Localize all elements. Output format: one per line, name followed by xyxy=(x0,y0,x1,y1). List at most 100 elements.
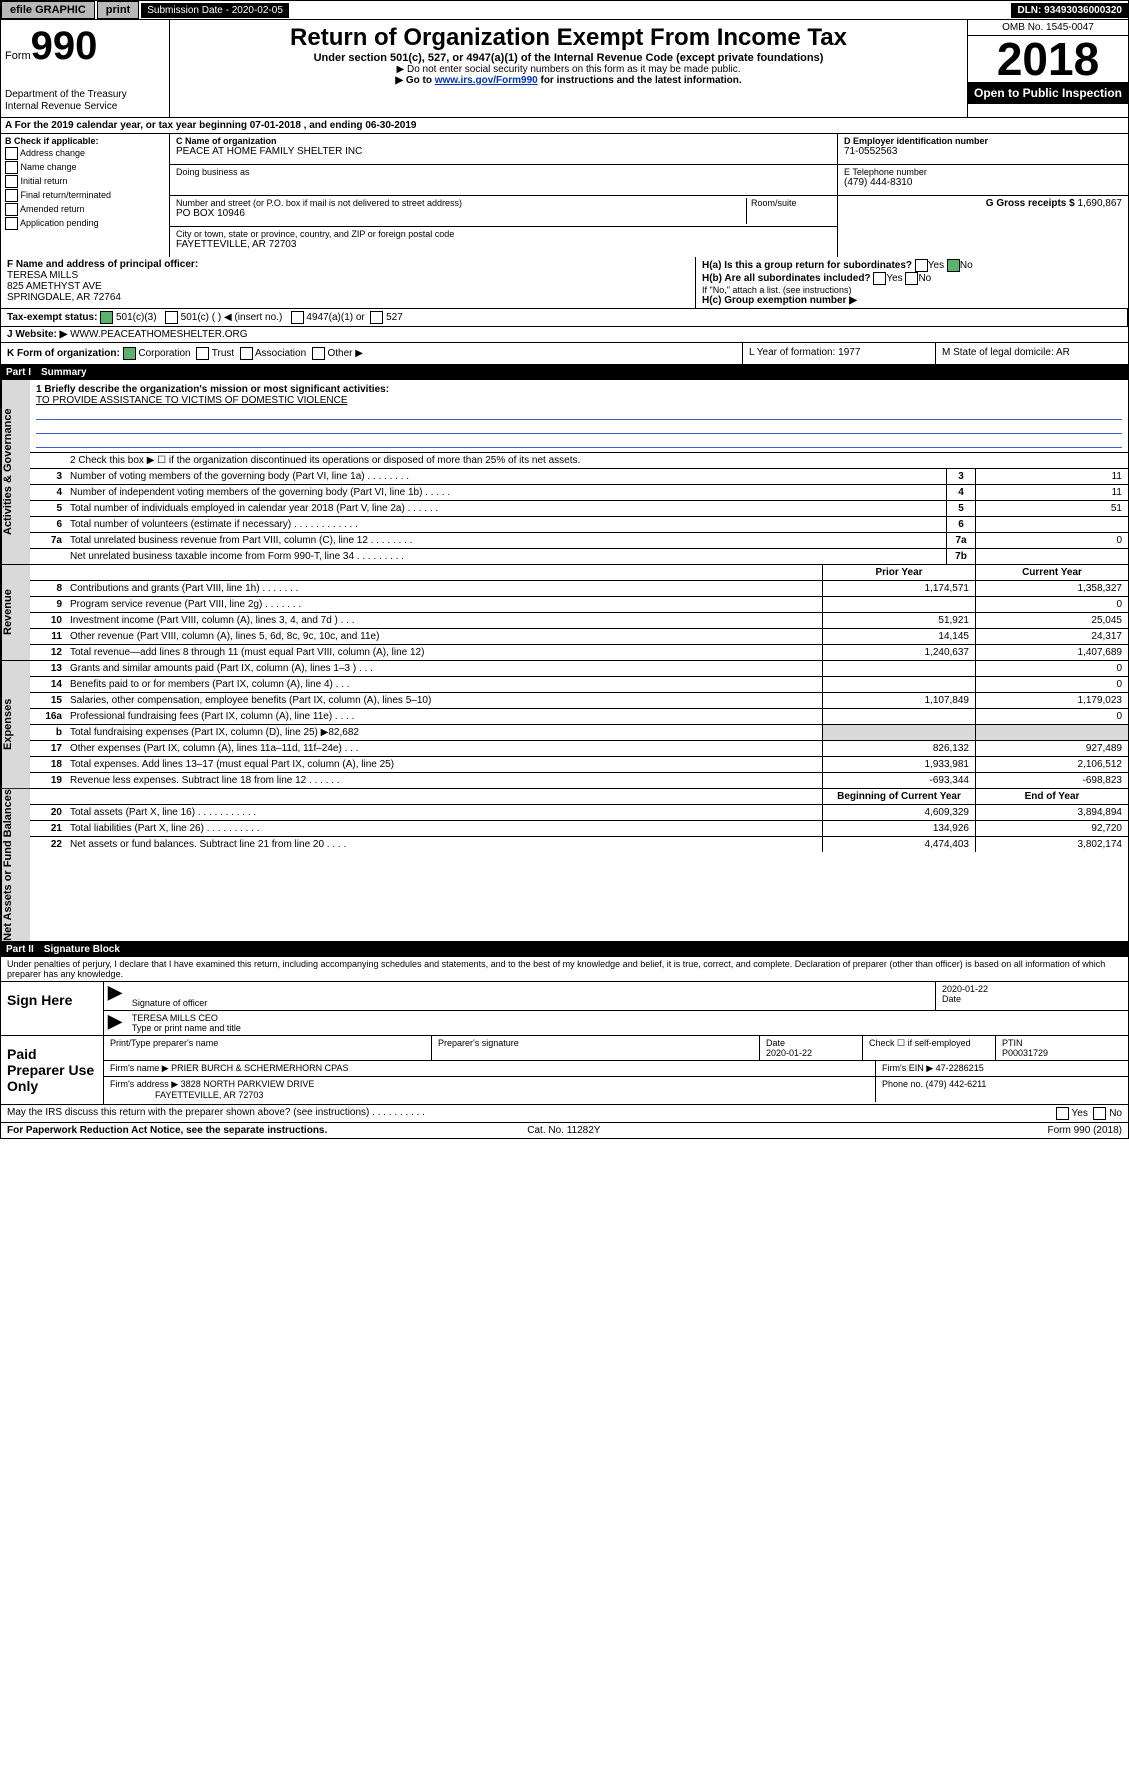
officer-addr2: SPRINGDALE, AR 72764 xyxy=(7,292,689,303)
firm-name: PRIER BURCH & SCHERMERHORN CPAS xyxy=(171,1063,348,1073)
prep-phone-label: Phone no. xyxy=(882,1079,923,1089)
cb-trust[interactable] xyxy=(196,347,209,360)
side-net: Net Assets or Fund Balances xyxy=(1,789,30,941)
block-bcde: B Check if applicable: Address change Na… xyxy=(0,134,1129,257)
ha-label: H(a) Is this a group return for subordin… xyxy=(702,260,912,271)
irs-link[interactable]: www.irs.gov/Form990 xyxy=(435,75,538,86)
goto-pre: ▶ Go to xyxy=(395,75,434,86)
tax-year: 2018 xyxy=(968,36,1128,82)
cb-initial-return[interactable]: Initial return xyxy=(5,175,165,188)
officer-addr1: 825 AMETHYST AVE xyxy=(7,281,689,292)
summary-line: 16aProfessional fundraising fees (Part I… xyxy=(30,709,1128,725)
may-irs-yes[interactable] xyxy=(1056,1107,1069,1120)
prep-date: 2020-01-22 xyxy=(766,1048,856,1058)
dln: DLN: 93493036000320 xyxy=(1011,3,1128,18)
hb-note: If "No," attach a list. (see instruction… xyxy=(702,285,1122,295)
summary-line: 14Benefits paid to or for members (Part … xyxy=(30,677,1128,693)
check-self-employed[interactable]: Check ☐ if self-employed xyxy=(863,1036,996,1060)
paid-preparer-label: Paid Preparer Use Only xyxy=(1,1036,104,1104)
cb-other[interactable] xyxy=(312,347,325,360)
summary-line: 17Other expenses (Part IX, column (A), l… xyxy=(30,741,1128,757)
firm-addr1: 3828 NORTH PARKVIEW DRIVE xyxy=(181,1079,315,1089)
summary-line: 19Revenue less expenses. Subtract line 1… xyxy=(30,773,1128,788)
summary-line: 5Total number of individuals employed in… xyxy=(30,501,1128,517)
caret-icon: ▶ xyxy=(104,982,126,1010)
officer-label: F Name and address of principal officer: xyxy=(7,259,689,270)
cb-name-change[interactable]: Name change xyxy=(5,161,165,174)
summary-line: 9Program service revenue (Part VIII, lin… xyxy=(30,597,1128,613)
k-label: K Form of organization: xyxy=(7,348,120,359)
ha-yes[interactable] xyxy=(915,259,928,272)
cb-501c3[interactable] xyxy=(100,311,113,324)
cb-4947[interactable] xyxy=(291,311,304,324)
summary-line: 15Salaries, other compensation, employee… xyxy=(30,693,1128,709)
cb-501c[interactable] xyxy=(165,311,178,324)
col-begin: Beginning of Current Year xyxy=(822,789,975,804)
print-button[interactable]: print xyxy=(97,1,139,19)
row-j: J Website: ▶ WWW.PEACEATHOMESHELTER.ORG xyxy=(0,327,1129,343)
officer-name: TERESA MILLS xyxy=(7,270,689,281)
page-footer: For Paperwork Reduction Act Notice, see … xyxy=(0,1123,1129,1139)
summary-line: 20Total assets (Part X, line 16) . . . .… xyxy=(30,805,1128,821)
cb-527[interactable] xyxy=(370,311,383,324)
note-goto: ▶ Go to www.irs.gov/Form990 for instruct… xyxy=(174,75,963,86)
may-irs-no[interactable] xyxy=(1093,1107,1106,1120)
room-label: Room/suite xyxy=(751,198,831,208)
summary-line: 13Grants and similar amounts paid (Part … xyxy=(30,661,1128,677)
row-a-text: A For the 2019 calendar year, or tax yea… xyxy=(1,118,420,133)
summary-line: 22Net assets or fund balances. Subtract … xyxy=(30,837,1128,852)
form-title: Return of Organization Exempt From Incom… xyxy=(174,24,963,52)
summary-line: 18Total expenses. Add lines 13–17 (must … xyxy=(30,757,1128,773)
org-name: PEACE AT HOME FAMILY SHELTER INC xyxy=(176,146,831,157)
q2: 2 Check this box ▶ ☐ if the organization… xyxy=(66,453,1128,468)
phone-label: E Telephone number xyxy=(844,167,1122,177)
q1-val: TO PROVIDE ASSISTANCE TO VICTIMS OF DOME… xyxy=(36,395,1122,406)
date-label: Date xyxy=(942,994,1122,1004)
website-label: J Website: ▶ xyxy=(7,329,67,340)
hb-no[interactable] xyxy=(905,272,918,285)
part1-title: Summary xyxy=(41,367,87,378)
col-b: B Check if applicable: Address change Na… xyxy=(1,134,170,257)
col-de: D Employer identification number 71-0552… xyxy=(837,134,1128,257)
cb-address-change[interactable]: Address change xyxy=(5,147,165,160)
hc-label: H(c) Group exemption number ▶ xyxy=(702,295,1122,306)
cb-app-pending[interactable]: Application pending xyxy=(5,217,165,230)
may-irs-text: May the IRS discuss this return with the… xyxy=(7,1107,425,1120)
row-a-tax-year: A For the 2019 calendar year, or tax yea… xyxy=(0,118,1129,134)
summary-line: 4Number of independent voting members of… xyxy=(30,485,1128,501)
q1-label: 1 Briefly describe the organization's mi… xyxy=(36,384,1122,395)
section-governance: Activities & Governance 1 Briefly descri… xyxy=(0,380,1129,565)
firm-ein-label: Firm's EIN ▶ xyxy=(882,1063,933,1073)
footer-right: Form 990 (2018) xyxy=(1048,1125,1122,1136)
cb-amended[interactable]: Amended return xyxy=(5,203,165,216)
hb-yes[interactable] xyxy=(873,272,886,285)
efile-button[interactable]: efile GRAPHIC xyxy=(1,1,95,19)
sig-date: 2020-01-22 xyxy=(942,984,1122,994)
footer-left: For Paperwork Reduction Act Notice, see … xyxy=(7,1125,327,1136)
col-current: Current Year xyxy=(975,565,1128,580)
year-formation: L Year of formation: 1977 xyxy=(742,343,935,364)
may-irs-row: May the IRS discuss this return with the… xyxy=(0,1105,1129,1123)
cb-corp[interactable] xyxy=(123,347,136,360)
state-domicile: M State of legal domicile: AR xyxy=(935,343,1128,364)
firm-addr-label: Firm's address ▶ xyxy=(110,1079,178,1089)
caret-icon: ▶ xyxy=(104,1011,126,1035)
ha-no[interactable] xyxy=(947,259,960,272)
officer-name-title: TERESA MILLS CEO xyxy=(132,1013,1122,1023)
city-label: City or town, state or province, country… xyxy=(176,229,831,239)
summary-line: 21Total liabilities (Part X, line 26) . … xyxy=(30,821,1128,837)
firm-name-label: Firm's name ▶ xyxy=(110,1063,169,1073)
part2-num: Part II xyxy=(6,944,44,955)
summary-line: bTotal fundraising expenses (Part IX, co… xyxy=(30,725,1128,741)
col-b-label: B Check if applicable: xyxy=(5,136,165,146)
col-prior: Prior Year xyxy=(822,565,975,580)
org-name-label: C Name of organization xyxy=(176,136,831,146)
cb-final-return[interactable]: Final return/terminated xyxy=(5,189,165,202)
row-klm: K Form of organization: Corporation Trus… xyxy=(0,343,1129,365)
cb-assoc[interactable] xyxy=(240,347,253,360)
ein: 71-0552563 xyxy=(844,146,1122,157)
summary-line: 11Other revenue (Part VIII, column (A), … xyxy=(30,629,1128,645)
form-990-page: efile GRAPHIC print Submission Date - 20… xyxy=(0,0,1129,1139)
street: PO BOX 10946 xyxy=(176,208,746,219)
paid-preparer-block: Paid Preparer Use Only Print/Type prepar… xyxy=(0,1036,1129,1105)
